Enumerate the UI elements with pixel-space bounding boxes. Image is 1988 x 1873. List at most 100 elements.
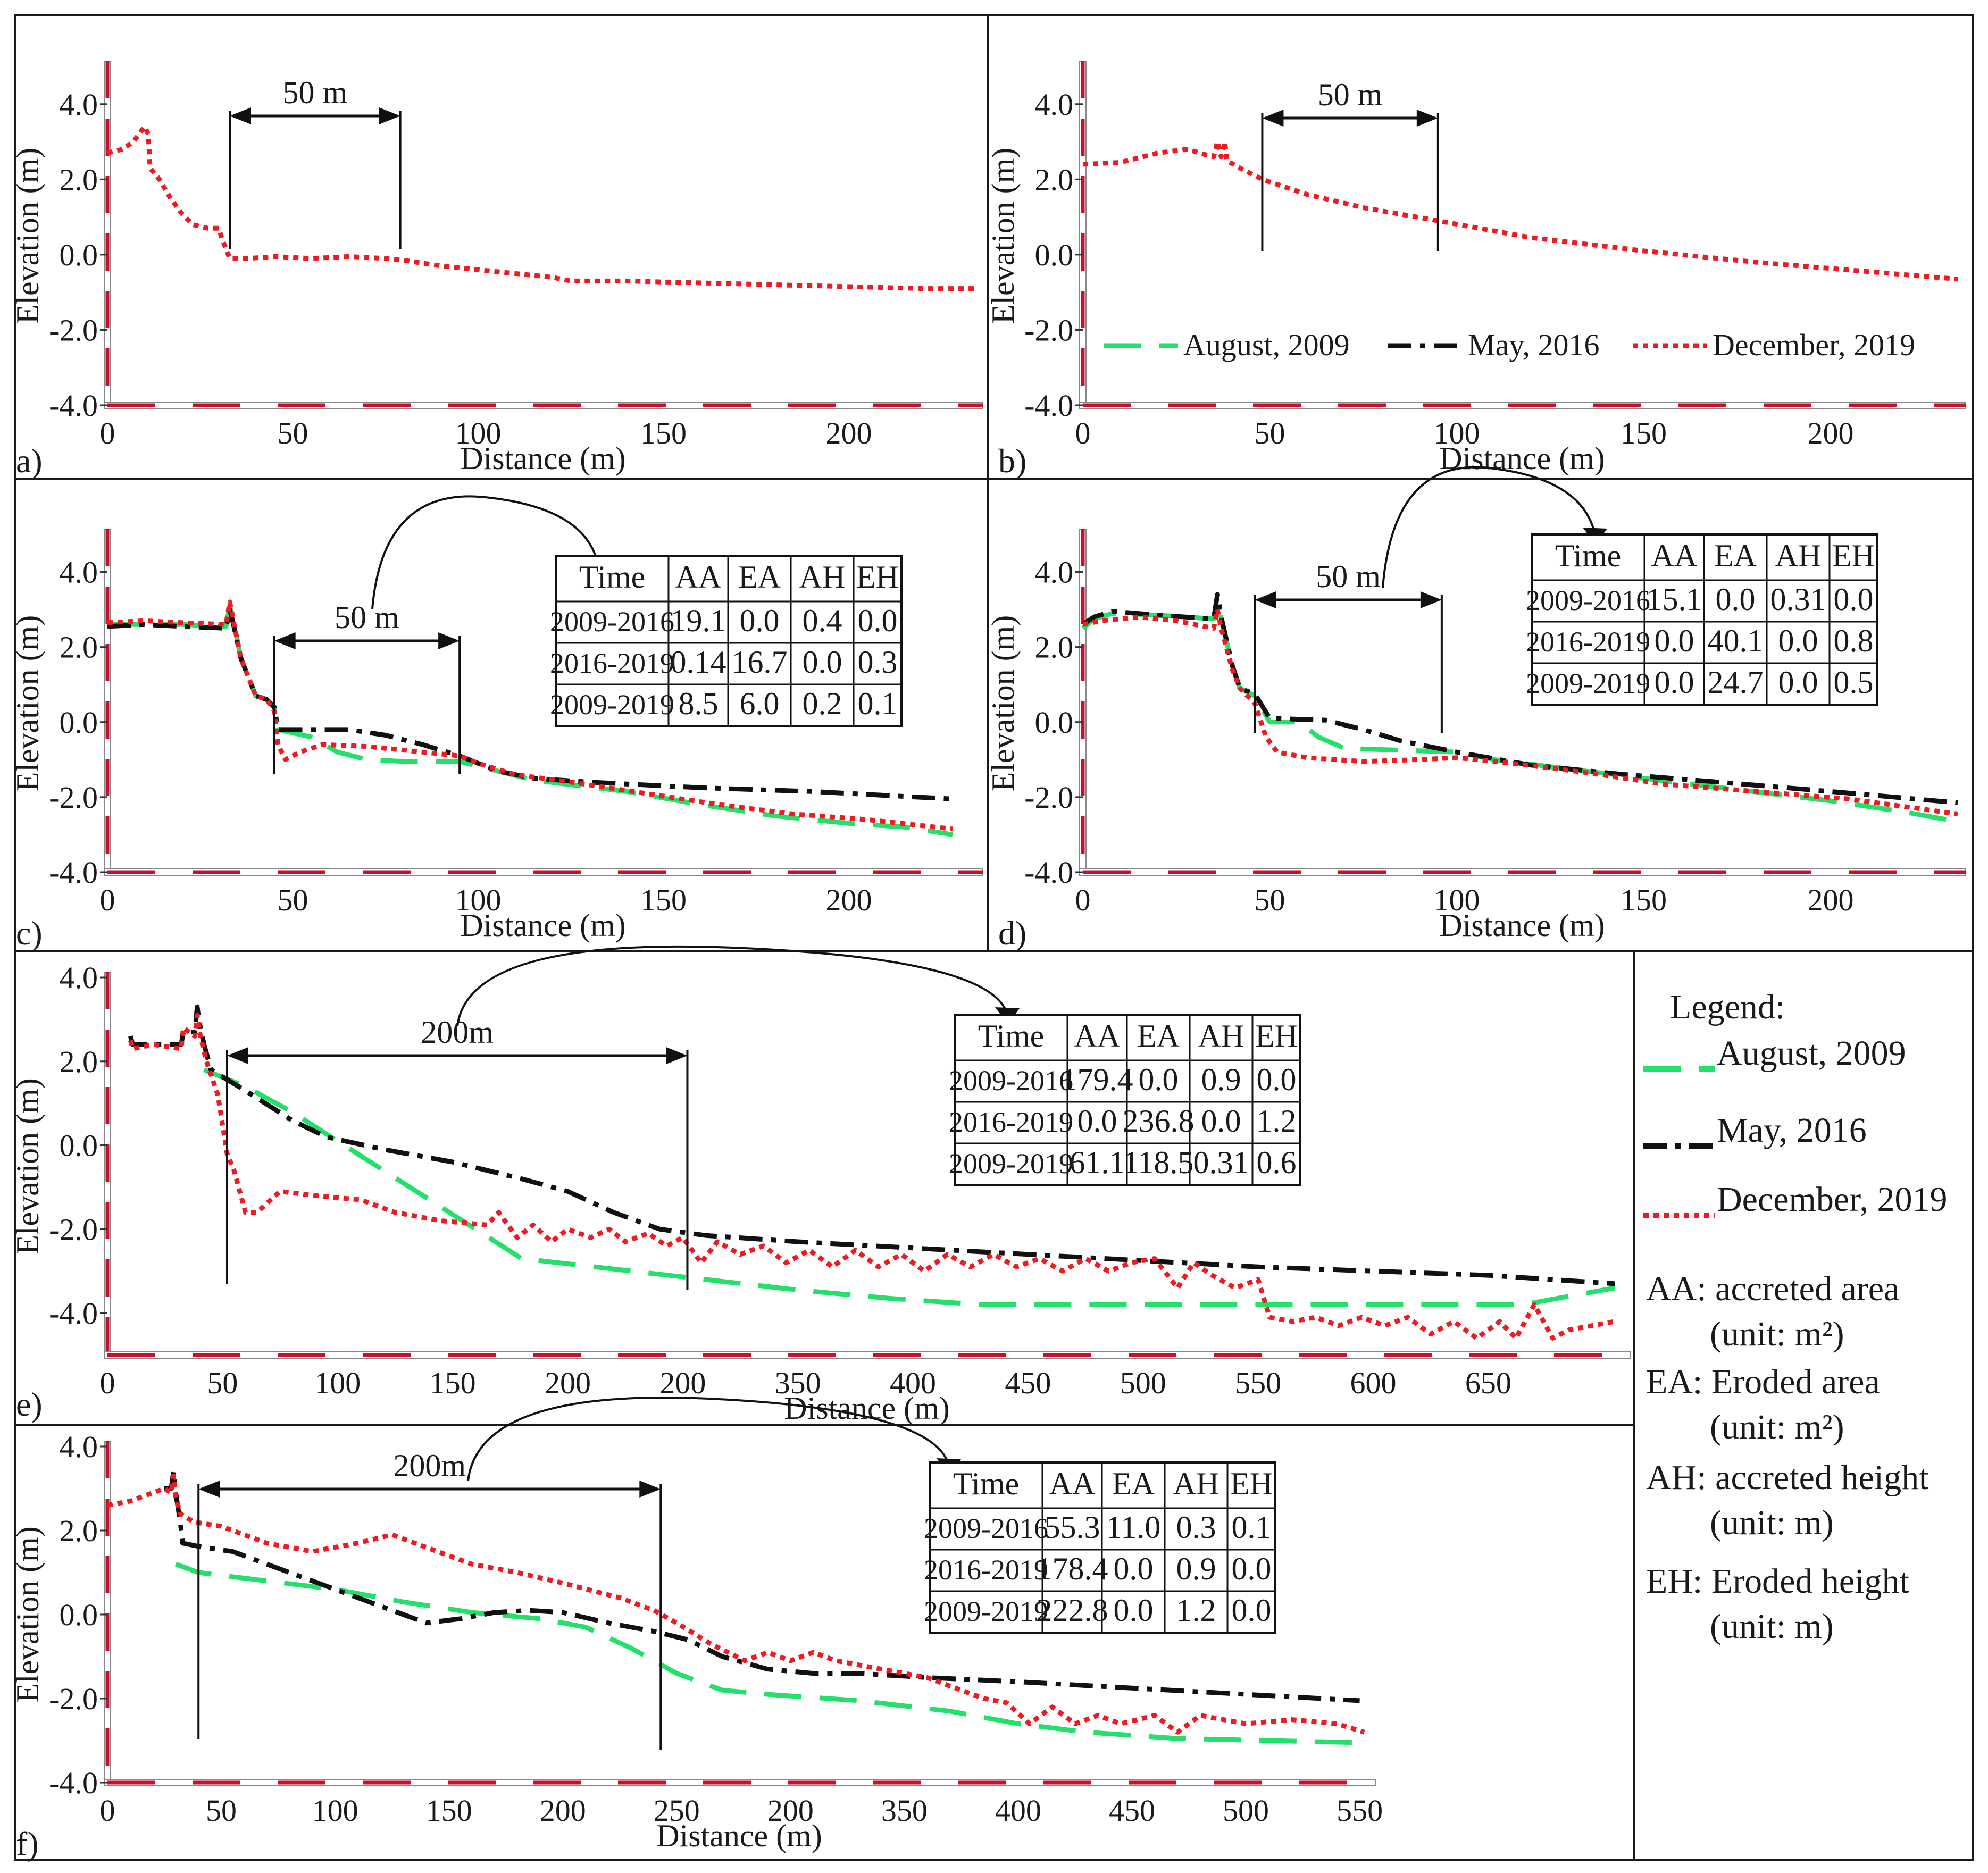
legend-definition: EH: Eroded height [1646, 1562, 1909, 1601]
x-tick-label: 100 [1433, 416, 1480, 450]
arrowhead-right [639, 1481, 661, 1498]
x-tick-label: 150 [640, 883, 687, 917]
arrowhead-left [198, 1481, 220, 1498]
distance-annotation: 50 m [1254, 559, 1443, 733]
y-tick-label: 0.0 [60, 705, 98, 740]
table-header: AH [1173, 1466, 1219, 1501]
table-time-cell: 2016-2019 [949, 1106, 1073, 1138]
table-header: AA [1074, 1018, 1121, 1053]
x-tick-label: 400 [890, 1366, 936, 1400]
table-header: EH [1832, 538, 1875, 573]
table-header: AH [1775, 538, 1822, 573]
x-tick-label: 50 [1254, 883, 1285, 917]
y-axis-title: Elevation (m) [10, 148, 45, 324]
table-cell: 0.6 [1257, 1145, 1297, 1180]
x-tick-label: 650 [1465, 1366, 1511, 1400]
series-august-2009 [203, 1067, 1616, 1307]
x-axis-title: Distance (m) [1439, 441, 1605, 476]
panel-e: 4.0 2.0 0.0 -2.0 -4.0 0 50 100 150 200 200 350 400 45… [10, 945, 1631, 1426]
y-tick-label: -4.0 [1024, 388, 1073, 423]
legend-unit: (unit: m) [1710, 1607, 1834, 1646]
table-cell: 0.31 [1193, 1145, 1249, 1180]
legend-unit: (unit: m²) [1710, 1408, 1844, 1446]
x-tick-label: 100 [314, 1366, 361, 1400]
y-tick-label: 0.0 [60, 238, 98, 272]
series-december-2019 [1082, 139, 1958, 282]
annotation-label: 200m [393, 1448, 466, 1483]
arrowhead-right [379, 107, 400, 124]
y-axis-title: Elevation (m) [985, 615, 1021, 792]
arrowhead-left [230, 107, 252, 124]
x-tick-label: 50 [278, 883, 308, 917]
x-tick-label: 50 [1254, 416, 1285, 450]
y-tick-label: 2.0 [60, 162, 98, 197]
y-tick-label: 2.0 [1035, 630, 1074, 665]
series-may-2016 [1081, 592, 1958, 805]
y-tick-label: -2.0 [49, 1682, 98, 1716]
y-tick-label: 4.0 [1035, 555, 1074, 590]
x-tick-label: 200 [826, 416, 872, 450]
legend-label: May, 2016 [1717, 1111, 1867, 1150]
panel-f: 4.0 2.0 0.0 -2.0 -4.00 50 100 150 200 250 200 350 40… [10, 1397, 1383, 1862]
table-cell: 1.2 [1176, 1593, 1216, 1628]
panel-c: 4.0 2.0 0.0 -2.0 -4.00 50 100 150 200 Distance (m… [10, 495, 983, 952]
y-axis-title: Elevation (m) [10, 1078, 45, 1255]
table-time-cell: 2009-2019 [949, 1148, 1073, 1180]
table-cell: 236.8 [1123, 1103, 1195, 1139]
y-tick-label: 2.0 [60, 1044, 98, 1079]
pointer-arc [467, 1397, 950, 1482]
distance-annotation: 50 m [273, 600, 461, 774]
arrowhead-left [1262, 110, 1284, 127]
y-tick-label: -4.0 [49, 388, 98, 423]
distance-annotation: 50 m [229, 75, 402, 249]
table-header: EA [1112, 1466, 1155, 1501]
table-cell: 0.14 [671, 645, 726, 680]
x-tick-label: 150 [1621, 883, 1667, 917]
table-cell: 0.0 [1655, 665, 1694, 700]
arrowhead-left [1255, 591, 1276, 608]
table-time-cell: 2009-2016 [949, 1065, 1073, 1097]
x-tick-label: 600 [1350, 1366, 1397, 1400]
panel-label: c) [16, 914, 43, 952]
series-december-2019 [107, 1473, 1365, 1735]
annotation-label: 50 m [1318, 77, 1383, 112]
table-header: EA [1714, 538, 1757, 573]
y-tick-label: 4.0 [60, 1429, 98, 1464]
y-tick-label: -4.0 [1024, 855, 1073, 890]
pointer-arc [1382, 466, 1597, 588]
table-header: AA [1049, 1466, 1096, 1501]
x-axis-title: Distance (m) [460, 908, 626, 943]
series-december-2019 [1082, 607, 1958, 817]
table-cell: 0.0 [1716, 582, 1756, 617]
table-header: EH [1255, 1018, 1298, 1053]
table-cell: 55.3 [1045, 1510, 1100, 1545]
panel-d: 4.0 2.0 0.0 -2.0 -4.00 50 100 150 200 Distance (m… [985, 466, 1966, 952]
x-tick-label: 100 [455, 416, 502, 450]
table-cell: 0.1 [858, 686, 898, 721]
table-header: EH [1230, 1466, 1273, 1501]
table-time-cell: 2009-2019 [924, 1595, 1048, 1627]
table-time-cell: 2009-2019 [550, 689, 674, 721]
y-tick-label: 2.0 [1035, 162, 1074, 197]
table-cell: 8.5 [679, 686, 719, 721]
x-tick-label: 250 [654, 1793, 700, 1828]
x-tick-label: 200 [1807, 416, 1853, 450]
panel-label: e) [16, 1385, 43, 1423]
legend-title: Legend: [1670, 988, 1785, 1026]
table-cell: 0.0 [803, 645, 842, 680]
table-time-cell: 2009-2016 [550, 606, 674, 638]
panel-b: 4.0 2.0 0.0 -2.0 -4.00 50 100 150 200 Distance (m… [985, 61, 1966, 480]
y-tick-label: -2.0 [1024, 780, 1073, 815]
axes [104, 529, 983, 876]
x-tick-label: 100 [312, 1793, 358, 1828]
y-tick-label: 4.0 [60, 960, 98, 995]
y-tick-label: 0.0 [1035, 238, 1074, 272]
series-may-2016 [164, 1469, 1360, 1703]
x-tick-label: 200 [659, 1366, 706, 1400]
x-tick-label: 550 [1337, 1793, 1383, 1828]
table-cell: 0.9 [1176, 1551, 1216, 1586]
legend-label: August, 2009 [1183, 328, 1350, 362]
arrowhead-left [274, 632, 296, 649]
